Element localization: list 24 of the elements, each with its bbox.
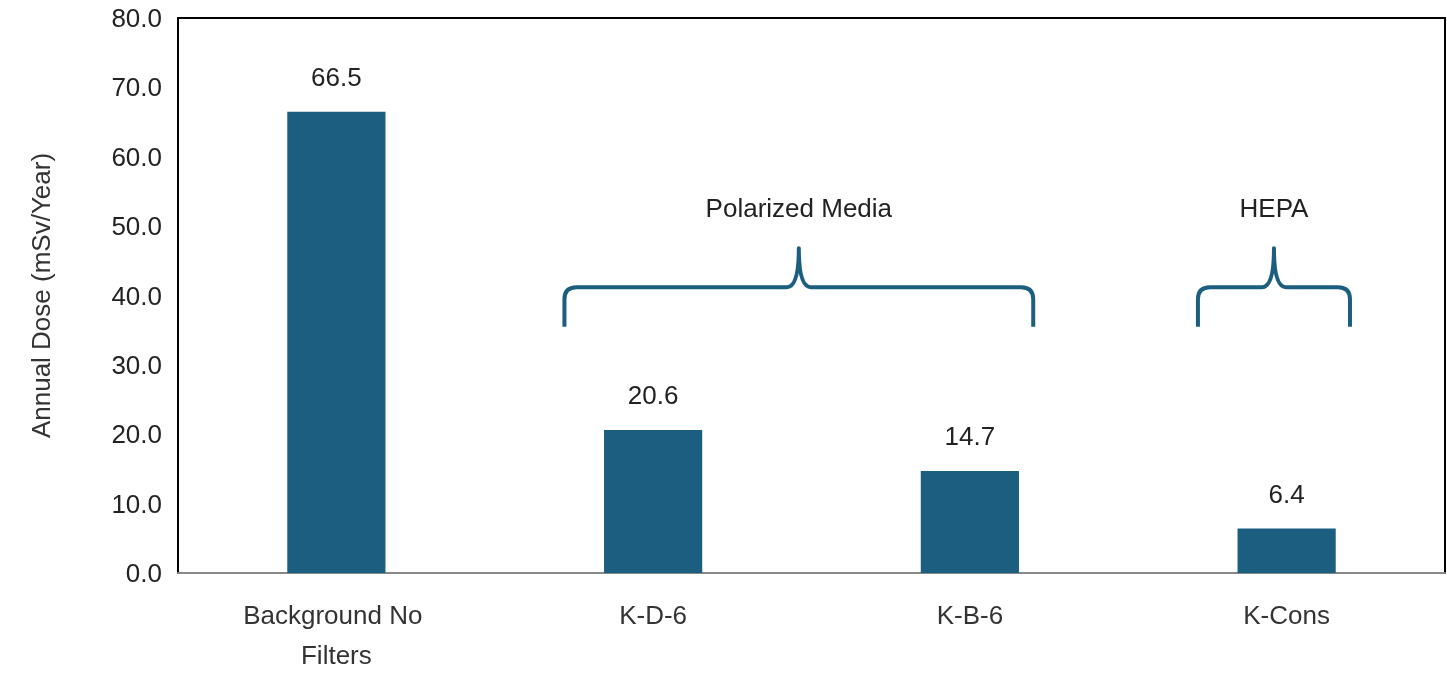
x-tick-label: Background No Filters <box>243 600 430 670</box>
y-tick-label: 10.0 <box>111 488 162 519</box>
y-tick-label: 80.0 <box>111 3 162 33</box>
data-label: 14.7 <box>944 421 996 452</box>
bar <box>604 430 703 573</box>
bar <box>920 471 1019 573</box>
y-tick-label: 60.0 <box>111 141 162 172</box>
bar <box>287 111 386 573</box>
data-label: 6.4 <box>1268 478 1305 509</box>
annotation: HEPA <box>1239 193 1310 224</box>
y-tick-label: 0.0 <box>125 558 162 588</box>
x-tick-label: K-D-6 <box>619 600 688 630</box>
bar <box>1237 528 1336 573</box>
y-tick-label: 50.0 <box>111 211 162 242</box>
data-label: 20.6 <box>627 380 679 411</box>
y-tick-label: 30.0 <box>111 349 162 380</box>
y-tick-label: 70.0 <box>111 72 162 103</box>
data-label: 66.5 <box>311 61 362 92</box>
x-tick-label: K-B-6 <box>936 600 1004 630</box>
x-tick-label: K-Cons <box>1243 600 1330 630</box>
y-axis-title: Annual Dose (mSv/Year) <box>26 152 56 439</box>
annotation: Polarized Media <box>705 193 893 224</box>
y-tick-label: 20.0 <box>111 419 162 450</box>
y-tick-label: 40.0 <box>111 280 162 311</box>
